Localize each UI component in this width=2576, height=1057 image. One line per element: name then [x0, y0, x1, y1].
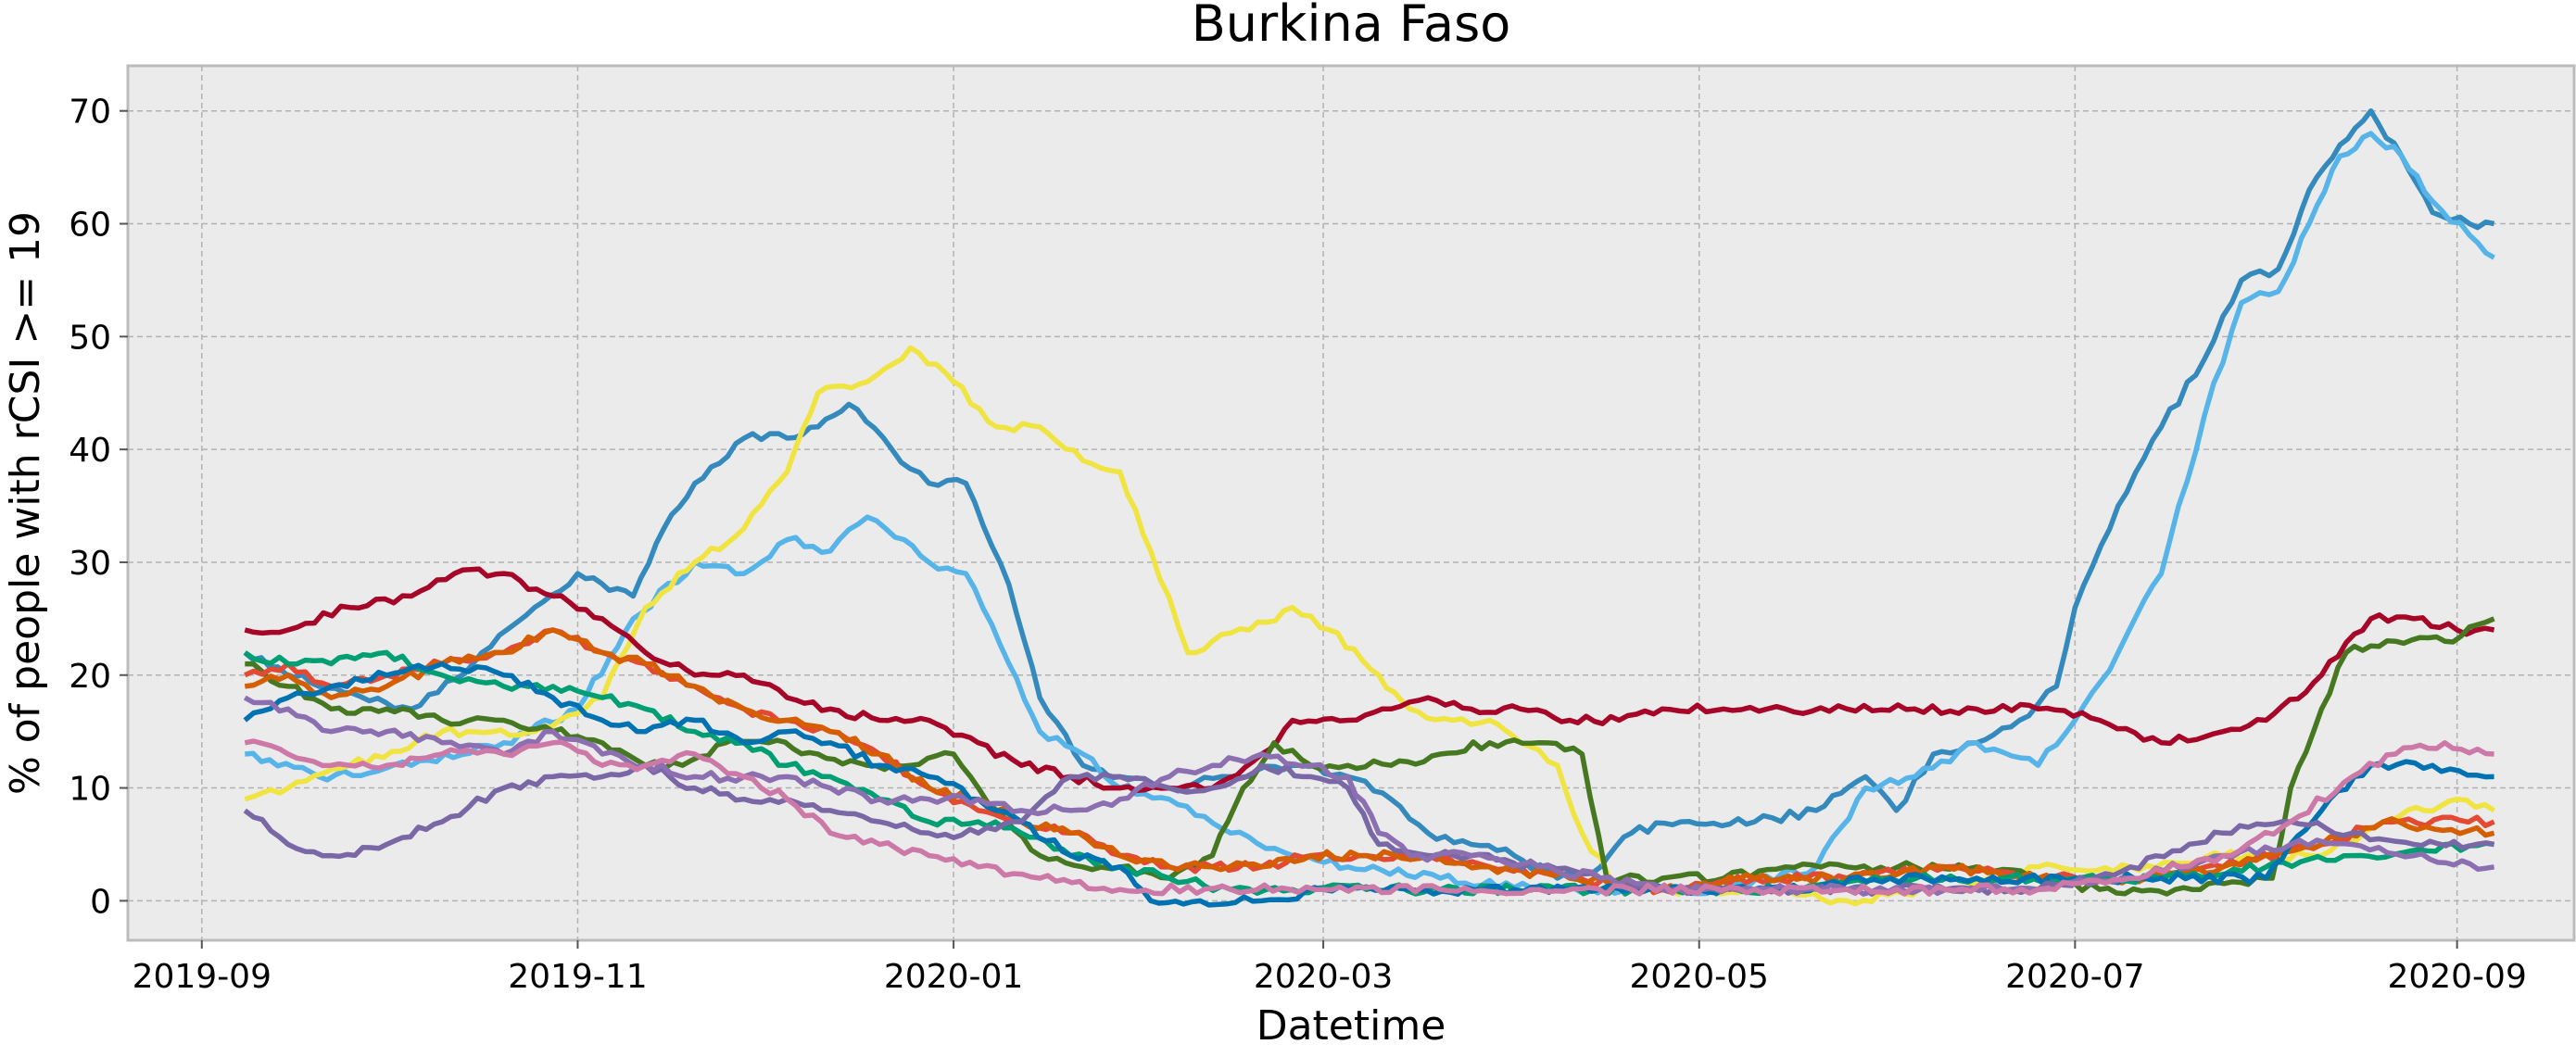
- series-line: [243, 762, 2495, 897]
- y-axis: 0 10 20 30 40 50 60 70: [69, 94, 128, 921]
- series-line: [244, 566, 2495, 794]
- y-axis-label: % of people with rCSI >= 19: [2, 211, 49, 795]
- series-line: [244, 738, 2494, 897]
- series-lines: [243, 107, 2496, 908]
- x-tick-label: 2020-05: [1630, 958, 1769, 996]
- x-axis-label: Datetime: [1256, 1002, 1446, 1050]
- plot-background: [126, 64, 2576, 942]
- series-line: [244, 345, 2496, 907]
- x-tick-label: 2020-01: [884, 958, 1023, 996]
- y-tick-label: 20: [69, 658, 111, 696]
- chart-title: Burkina Faso: [1192, 0, 1511, 53]
- x-tick-label: 2020-03: [1254, 958, 1393, 996]
- y-tick-label: 10: [69, 771, 111, 809]
- y-tick-label: 0: [90, 883, 111, 921]
- y-tick-label: 40: [69, 432, 111, 470]
- y-tick-label: 70: [69, 94, 111, 132]
- x-tick-label: 2020-07: [2005, 958, 2144, 996]
- y-tick-label: 50: [69, 319, 111, 357]
- series-line: [245, 616, 2495, 897]
- x-tick-label: 2019-09: [133, 958, 271, 996]
- x-tick-label: 2019-11: [508, 958, 647, 996]
- x-axis: 2019-09 2019-11 2020-01 2020-03 2020-05 2020-…: [133, 940, 2527, 996]
- y-tick-label: 60: [69, 207, 111, 245]
- x-tick-label: 2020-09: [2387, 958, 2526, 996]
- series-line: [243, 107, 2495, 881]
- y-tick-label: 30: [69, 545, 111, 583]
